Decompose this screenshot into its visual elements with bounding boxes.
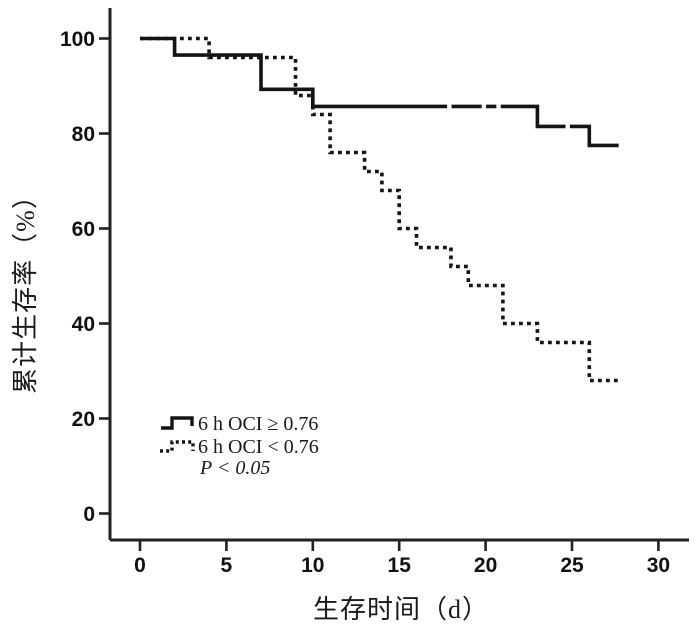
- y-axis-title: 累计生存率（%）: [11, 182, 40, 394]
- axis-ticks: 0 5 10 15 20 25 30 0 20 40 60 80 100: [60, 28, 670, 577]
- x-tick-label: 5: [221, 554, 233, 577]
- series-dotted-curve: [140, 36, 619, 383]
- p-value-annotation: P < 0.05: [199, 457, 270, 479]
- survival-curves: [140, 36, 619, 383]
- censor-gap-mark: [481, 103, 487, 110]
- x-tick-label: 0: [134, 554, 146, 577]
- legend-solid-line-symbol: [161, 416, 194, 430]
- y-tick-label: 0: [83, 503, 95, 526]
- y-tick-label: 20: [72, 408, 95, 431]
- y-tick-label: 40: [72, 313, 95, 336]
- legend-dotted-line-symbol: [160, 440, 195, 453]
- y-tick-label: 60: [72, 218, 95, 241]
- legend-label-dotted: 6 h OCI < 0.76: [198, 436, 319, 458]
- x-tick-label: 15: [388, 554, 412, 577]
- x-axis-title: 生存时间（d）: [313, 595, 489, 624]
- x-tick-label: 10: [301, 554, 324, 577]
- x-tick-label: 20: [474, 554, 497, 577]
- y-tick-label: 100: [60, 28, 95, 51]
- legend-label-solid: 6 h OCI ≥ 0.76: [198, 413, 318, 435]
- x-tick-label: 25: [560, 554, 584, 577]
- y-tick-label: 80: [72, 123, 95, 146]
- censor-gap-mark: [565, 123, 570, 130]
- censor-gap-mark: [496, 103, 501, 110]
- series-solid-curve: [140, 36, 619, 148]
- x-tick-label: 30: [647, 554, 670, 577]
- censor-gap-mark: [447, 103, 452, 110]
- legend: 6 h OCI ≥ 0.76 6 h OCI < 0.76 P < 0.05: [160, 413, 319, 479]
